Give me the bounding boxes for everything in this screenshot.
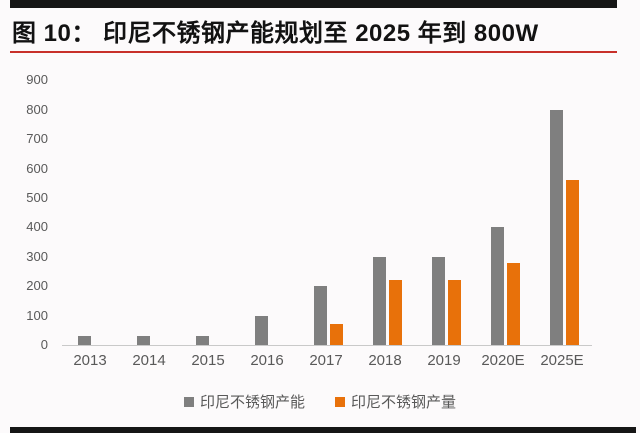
bar-capacity-2019: [431, 256, 445, 345]
bar-capacity-2025E: [549, 109, 563, 345]
bar-capacity-2020E: [490, 227, 504, 345]
top-frame-bar: [10, 0, 617, 8]
y-axis-tick-label: 800: [26, 101, 48, 117]
y-axis-tick-label: 600: [26, 160, 48, 176]
legend-label-output: 印尼不锈钢产量: [351, 394, 457, 411]
bar-output-2018: [388, 280, 402, 345]
chart-legend: 印尼不锈钢产能 印尼不锈钢产量: [0, 391, 640, 412]
bar-capacity-2018: [372, 256, 386, 345]
bar-capacity-2013: [77, 336, 91, 345]
bar-capacity-2015: [195, 336, 209, 345]
x-axis-tick-label: 2018: [368, 352, 402, 369]
x-axis-tick-label: 2025E: [540, 352, 584, 369]
bar-output-2019: [447, 280, 461, 345]
x-axis-tick-label: 2015: [191, 352, 225, 369]
legend-item-output: 印尼不锈钢产量: [335, 391, 456, 412]
x-axis-tick-label: 2014: [132, 352, 166, 369]
legend-label-capacity: 印尼不锈钢产能: [199, 394, 305, 411]
x-axis-tick-label: 2019: [427, 352, 461, 369]
y-axis-tick-label: 100: [26, 307, 48, 323]
legend-item-capacity: 印尼不锈钢产能: [183, 391, 305, 412]
y-axis-tick-label: 200: [26, 278, 48, 294]
title-underline-rule: [10, 51, 617, 53]
bar-output-2020E: [506, 262, 520, 345]
y-axis-tick-label: 0: [40, 337, 48, 352]
x-axis-tick-label: 2017: [309, 352, 343, 369]
x-axis-tick-label: 2013: [73, 352, 107, 369]
y-axis-tick-label: 700: [26, 131, 48, 147]
y-axis-tick-label: 900: [26, 72, 48, 88]
y-axis-tick-label: 300: [26, 248, 48, 264]
bar-capacity-2014: [136, 336, 150, 345]
bar-capacity-2016: [254, 315, 268, 345]
legend-swatch-capacity: [183, 396, 194, 407]
figure-title: 图 10： 印尼不锈钢产能规划至 2025 年到 800W: [12, 20, 539, 47]
legend-swatch-output: [335, 396, 345, 407]
bar-output-2017: [329, 324, 343, 345]
y-axis-tick-label: 400: [26, 219, 48, 235]
bar-output-2025E: [565, 180, 579, 345]
y-axis-tick-label: 500: [26, 190, 48, 205]
x-axis-line: [62, 345, 592, 346]
x-axis-tick-label: 2020E: [481, 352, 525, 369]
x-axis-tick-label: 2016: [250, 352, 284, 369]
bar-capacity-2017: [313, 286, 327, 345]
bottom-frame-bar: [10, 427, 636, 433]
